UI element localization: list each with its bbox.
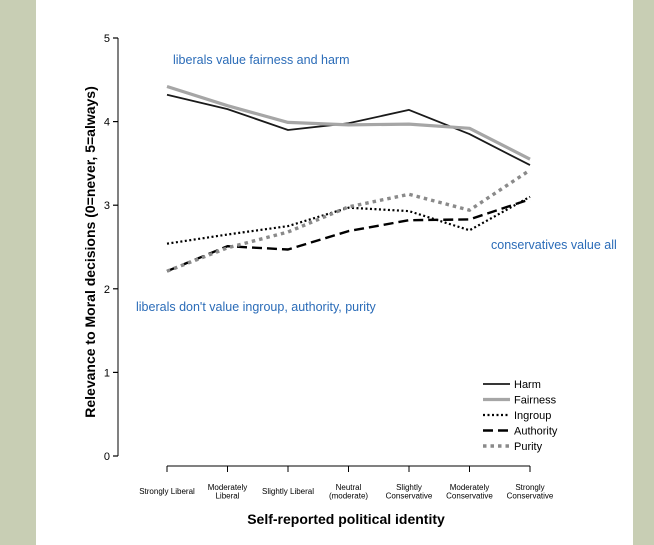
x-tick-label: Strongly Liberal [139,487,195,496]
series-lines [166,84,531,273]
legend-label-ingroup: Ingroup [514,410,551,422]
legend: Harm Fairness Ingroup Authority Purity [483,379,558,453]
series-line-fairness [166,84,531,161]
x-tick-label: Slightly Conservative [386,483,433,501]
y-tick-label: 4 [104,117,110,129]
x-tick-label: Neutral (moderate) [329,483,368,501]
y-tick-label: 0 [104,451,110,463]
series-line-authority [166,198,531,273]
x-axis-title: Self-reported political identity [247,511,445,527]
series-line-purity [166,168,531,273]
legend-label-authority: Authority [514,426,558,438]
annotation-liberals-dont-value: liberals don't value ingroup, authority,… [136,300,377,314]
x-tick-label: Moderately Conservative [446,483,493,501]
y-tick-label: 2 [104,284,110,296]
annotation-liberals-fairness-harm: liberals value fairness and harm [173,53,349,67]
y-axis: 0 1 2 3 4 5 [104,33,119,463]
legend-label-purity: Purity [514,441,543,453]
x-tick-label: Moderately Liberal [208,483,248,501]
x-axis: Strongly Liberal Moderately Liberal Slightl… [139,465,554,501]
chart-panel [36,0,633,545]
x-tick-label: Strongly Conservative [507,483,554,501]
y-axis-title: Relevance to Moral decisions (0=never, 5… [82,86,98,418]
y-tick-label: 5 [104,33,110,45]
series-line-ingroup [166,195,531,245]
legend-label-fairness: Fairness [514,395,557,407]
y-tick-label: 1 [104,367,110,379]
x-tick-label: Slightly Liberal [262,487,314,496]
y-tick-label: 3 [104,200,110,212]
annotation-conservatives-value-all: conservatives value all [491,238,617,252]
legend-label-harm: Harm [514,379,541,391]
